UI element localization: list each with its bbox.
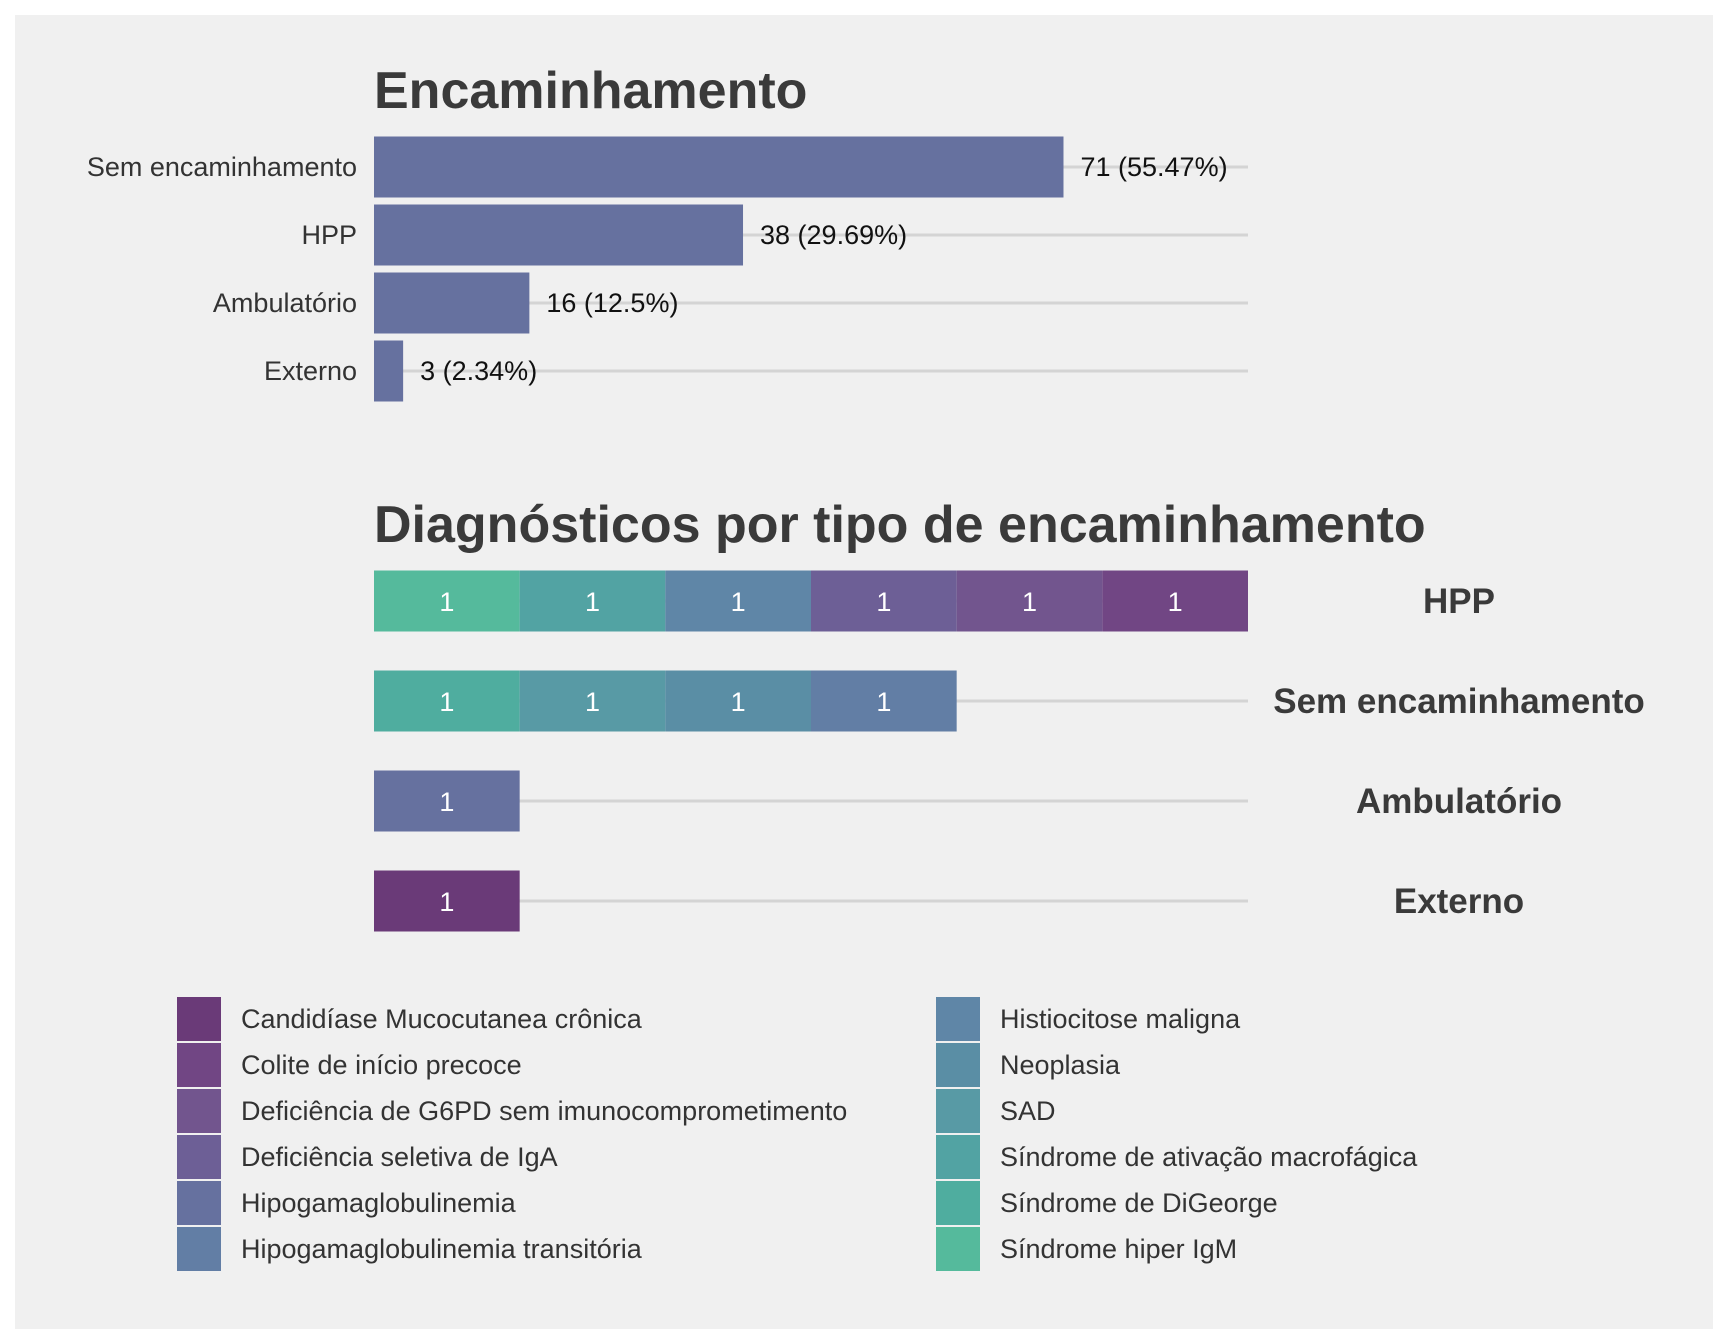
legend-label-histiocitose-maligna: Histiocitose maligna bbox=[1000, 1004, 1241, 1034]
category-label-sem-encaminhamento: Sem encaminhamento bbox=[87, 152, 357, 182]
chart-canvas: Encaminhamento Sem encaminhamento HPP Ambu… bbox=[87, 62, 1645, 1271]
legend-swatch-candidiase-mucocutanea-cronica bbox=[177, 997, 221, 1041]
segment-sem-encaminhamento-sindrome-de-digeorge bbox=[374, 670, 520, 732]
legend-swatch-deficiencia-de-g6pd-sem-imunocomprometimento bbox=[177, 1089, 221, 1133]
encaminhamento-category-labels: Sem encaminhamento HPP Ambulatório Externo bbox=[87, 152, 357, 386]
segment-label-hpp-histiocitose-maligna: 1 bbox=[731, 587, 746, 617]
segment-sem-encaminhamento-neoplasia bbox=[665, 670, 811, 732]
category-label-externo: Externo bbox=[264, 356, 357, 386]
data-label-externo: 3 (2.34%) bbox=[420, 356, 537, 386]
bar-externo bbox=[374, 340, 404, 402]
diagnosticos-title: Diagnósticos por tipo de encaminhamento bbox=[374, 496, 1426, 554]
encaminhamento-chart: Encaminhamento Sem encaminhamento HPP Ambu… bbox=[87, 62, 1248, 402]
category-label-ambulatorio: Ambulatório bbox=[213, 288, 357, 318]
segment-ambulatorio-hipogamaglobulinemia bbox=[374, 770, 520, 832]
category-label-ambulatorio: Ambulatório bbox=[1356, 782, 1562, 821]
legend-label-candidiase-mucocutanea-cronica: Candidíase Mucocutanea crônica bbox=[241, 1004, 643, 1034]
encaminhamento-bars bbox=[374, 136, 1064, 402]
legend-swatch-histiocitose-maligna bbox=[936, 997, 980, 1041]
legend-label-deficiencia-de-g6pd-sem-imunocomprometimento: Deficiência de G6PD sem imunocomprometim… bbox=[241, 1096, 847, 1126]
legend-swatch-sad bbox=[936, 1089, 980, 1133]
diagnosticos-legend: Candidíase Mucocutanea crônica Colite de … bbox=[177, 997, 1418, 1271]
data-label-sem-encaminhamento: 71 (55.47%) bbox=[1080, 152, 1227, 182]
data-label-ambulatorio: 16 (12.5%) bbox=[546, 288, 678, 318]
segment-hpp-colite-de-inicio-precoce bbox=[1102, 570, 1248, 632]
legend-label-sindrome-de-ativacao-macrofagica: Síndrome de ativação macrofágica bbox=[1000, 1142, 1418, 1172]
segment-hpp-histiocitose-maligna bbox=[665, 570, 811, 632]
legend-swatch-colite-de-inicio-precoce bbox=[177, 1043, 221, 1087]
chart-panel: Encaminhamento Sem encaminhamento HPP Ambu… bbox=[15, 15, 1713, 1329]
category-label-hpp: HPP bbox=[301, 220, 357, 250]
segment-label-sem-encaminhamento-sindrome-de-digeorge: 1 bbox=[439, 687, 454, 717]
segment-hpp-sindrome-de-ativacao-macrofagica bbox=[519, 570, 666, 632]
category-label-externo: Externo bbox=[1394, 882, 1524, 921]
segment-label-hpp-colite-de-inicio-precoce: 1 bbox=[1168, 587, 1183, 617]
bar-ambulatorio bbox=[374, 272, 530, 334]
diagnosticos-segments: 1 1 1 1 1 1 1 1 1 1 1 1 bbox=[374, 570, 1248, 932]
segment-hpp-deficiencia-seletiva-de-iga bbox=[811, 570, 957, 632]
segment-label-ambulatorio-hipogamaglobulinemia: 1 bbox=[439, 787, 454, 817]
legend-swatch-neoplasia bbox=[936, 1043, 980, 1087]
category-label-hpp: HPP bbox=[1423, 582, 1495, 621]
legend-label-colite-de-inicio-precoce: Colite de início precoce bbox=[241, 1050, 522, 1080]
bar-sem-encaminhamento bbox=[374, 136, 1064, 198]
segment-sem-encaminhamento-sad bbox=[519, 670, 666, 732]
legend-label-sad: SAD bbox=[1000, 1096, 1056, 1126]
legend-swatch-sindrome-de-ativacao-macrofagica bbox=[936, 1135, 980, 1179]
legend-label-hipogamaglobulinemia-transitoria: Hipogamaglobulinemia transitória bbox=[241, 1234, 643, 1264]
diagnosticos-category-labels: HPP Sem encaminhamento Ambulatório Externo bbox=[1273, 582, 1645, 921]
legend-swatch-deficiencia-seletiva-de-iga bbox=[177, 1135, 221, 1179]
legend-label-sindrome-hiper-igm: Síndrome hiper IgM bbox=[1000, 1234, 1237, 1264]
encaminhamento-grid bbox=[374, 165, 1248, 373]
segment-sem-encaminhamento-hipogamaglobulinemia-transitoria bbox=[811, 670, 957, 732]
legend-label-deficiencia-seletiva-de-iga: Deficiência seletiva de IgA bbox=[241, 1142, 558, 1172]
segment-label-hpp-sindrome-de-ativacao-macrofagica: 1 bbox=[585, 587, 600, 617]
segment-label-sem-encaminhamento-sad: 1 bbox=[585, 687, 600, 717]
encaminhamento-data-labels: 71 (55.47%) 38 (29.69%) 16 (12.5%) 3 (2.34%… bbox=[420, 152, 1227, 386]
segment-label-externo-candidiase-mucocutanea-cronica: 1 bbox=[439, 887, 454, 917]
legend-label-neoplasia: Neoplasia bbox=[1000, 1050, 1121, 1080]
legend-label-sindrome-de-digeorge: Síndrome de DiGeorge bbox=[1000, 1188, 1278, 1218]
encaminhamento-title: Encaminhamento bbox=[374, 62, 807, 120]
diagnosticos-grid bbox=[374, 599, 1248, 903]
diagnosticos-chart: Diagnósticos por tipo de encaminhamento … bbox=[177, 496, 1645, 1271]
legend-swatch-sindrome-hiper-igm bbox=[936, 1227, 980, 1271]
legend-swatch-sindrome-de-digeorge bbox=[936, 1181, 980, 1225]
segment-label-hpp-deficiencia-seletiva-de-iga: 1 bbox=[876, 587, 891, 617]
segment-hpp-sindrome-hiper-igm bbox=[374, 570, 520, 632]
segment-hpp-deficiencia-de-g6pd-sem-imunocomprometimento bbox=[956, 570, 1103, 632]
category-label-sem-encaminhamento: Sem encaminhamento bbox=[1273, 682, 1645, 721]
data-label-hpp: 38 (29.69%) bbox=[760, 220, 907, 250]
segment-label-sem-encaminhamento-hipogamaglobulinemia-transitoria: 1 bbox=[876, 687, 891, 717]
legend-swatch-hipogamaglobulinemia bbox=[177, 1181, 221, 1225]
segment-label-hpp-deficiencia-de-g6pd-sem-imunocomprometimento: 1 bbox=[1022, 587, 1037, 617]
legend-swatch-hipogamaglobulinemia-transitoria bbox=[177, 1227, 221, 1271]
segment-externo-candidiase-mucocutanea-cronica bbox=[374, 870, 520, 932]
legend-label-hipogamaglobulinemia: Hipogamaglobulinemia bbox=[241, 1188, 517, 1218]
segment-label-sem-encaminhamento-neoplasia: 1 bbox=[731, 687, 746, 717]
bar-hpp bbox=[374, 204, 744, 266]
segment-label-hpp-sindrome-hiper-igm: 1 bbox=[439, 587, 454, 617]
